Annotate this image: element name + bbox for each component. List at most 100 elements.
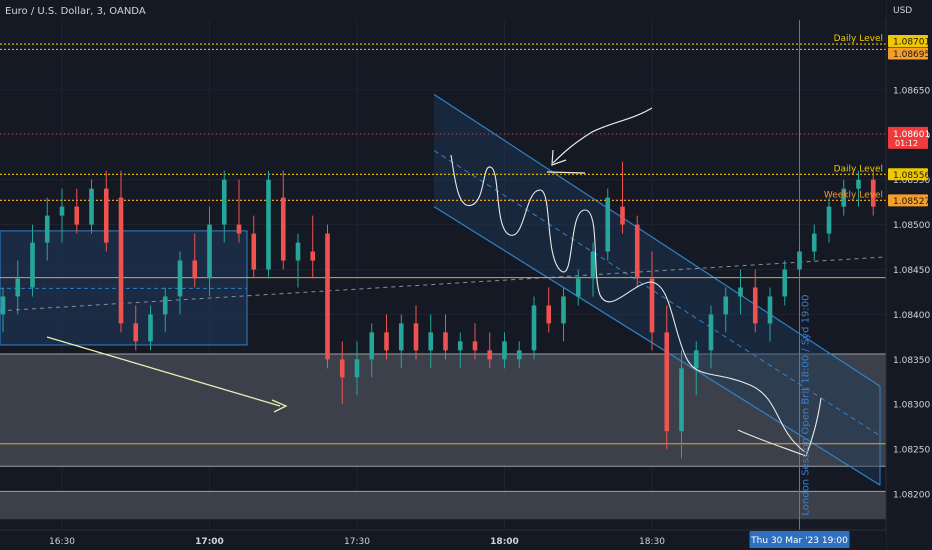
- candle-body: [752, 287, 758, 324]
- candle-body: [531, 305, 537, 351]
- candle-body: [384, 332, 389, 351]
- pointer-arrow-head: [551, 149, 567, 166]
- candle-body: [664, 332, 670, 432]
- lower-zone: [0, 491, 886, 520]
- candle-body: [0, 296, 6, 315]
- candle-body: [251, 233, 257, 270]
- level-price-tag-text: 1.08527: [893, 197, 930, 207]
- candle-body: [280, 197, 286, 261]
- arrow-head: [271, 399, 288, 413]
- candle-body: [708, 314, 714, 351]
- candle-body: [634, 224, 640, 279]
- arrow-line: [46, 336, 281, 407]
- time-tick-label: 18:00: [490, 537, 519, 547]
- chart-title: Euro / U.S. Dollar, 3, OANDA: [5, 6, 146, 17]
- candle-body: [207, 224, 212, 279]
- candle-body: [693, 350, 699, 369]
- candle-body: [472, 341, 478, 351]
- time-axis-background: [0, 530, 886, 550]
- price-tick-label: 1.08400: [893, 311, 930, 321]
- price-tick-label: 1.08450: [893, 266, 930, 276]
- level-price-tag: [888, 47, 928, 60]
- candle-body: [797, 251, 802, 270]
- candle-body: [354, 359, 360, 378]
- channel-midline: [433, 150, 881, 437]
- current-price-tag: [888, 126, 928, 149]
- price-tick-label: 1.08550: [893, 176, 930, 186]
- current-price-value: 1.08601: [893, 130, 930, 140]
- level-price-tag: [888, 194, 928, 207]
- channel-lower-line: [433, 206, 881, 486]
- price-tick-label: 1.08250: [893, 446, 930, 456]
- price-tick-label: 1.08350: [893, 356, 930, 366]
- candle-body: [74, 206, 80, 225]
- candle-body: [443, 332, 448, 351]
- candle-body: [605, 197, 611, 252]
- level-price-tag: [888, 35, 928, 48]
- candle-body: [148, 314, 153, 342]
- candle-body: [767, 296, 773, 324]
- pointer-underline: [546, 171, 586, 174]
- channel-upper-line: [433, 93, 881, 387]
- candle-body: [398, 323, 404, 351]
- candle-body: [133, 323, 139, 342]
- price-tick-label: 1.08650: [893, 86, 930, 96]
- projection-path: [450, 154, 806, 453]
- price-axis-background: [886, 0, 932, 550]
- price-tick-label: 1.08300: [893, 401, 930, 411]
- candle-body: [782, 269, 788, 297]
- time-tick-label: 16:30: [49, 537, 75, 547]
- channel-fill: [434, 94, 880, 486]
- candle-body: [15, 278, 21, 297]
- candle-body: [516, 350, 522, 360]
- level-label: Daily Level: [834, 164, 883, 174]
- crosshair-time-text: Thu 30 Mar '23 19:00: [750, 536, 848, 546]
- candle-body: [44, 215, 50, 243]
- candle-body: [103, 188, 109, 243]
- level-labels: 1.08701 Daily Level 1.08695 1.08556 Daily Le…: [824, 34, 931, 207]
- projection-target: [737, 397, 822, 457]
- candle-body: [826, 206, 832, 234]
- trend-line-dashed: [0, 256, 887, 312]
- pointer-arrow-line: [552, 107, 653, 164]
- level-label: Weekly Level: [824, 190, 883, 200]
- level-price-tag: [888, 168, 928, 181]
- candle-body: [546, 305, 552, 324]
- candle-body: [118, 197, 124, 324]
- candle-body: [428, 332, 434, 351]
- candle-body: [325, 233, 330, 360]
- candle-body: [502, 341, 507, 360]
- candle-body: [221, 179, 227, 225]
- currency-label: USD: [893, 6, 912, 16]
- candle-body: [870, 179, 876, 207]
- candle-body: [620, 206, 625, 225]
- price-tick-label: 1.08500: [893, 221, 930, 231]
- candle-body: [590, 251, 596, 279]
- candle-body: [487, 350, 493, 360]
- header-bar: [0, 0, 886, 20]
- session-label: London Session Open Brit 18:00 / Syd 19:…: [801, 295, 812, 516]
- candle-body: [295, 242, 301, 261]
- candle-body: [723, 296, 729, 315]
- current-price-countdown: 01:12: [895, 139, 918, 148]
- candle-body: [369, 332, 375, 360]
- level-label: Daily Level: [834, 34, 883, 44]
- time-axis[interactable]: 16:3017:0017:3018:0018:3019:3020:0020:30…: [49, 531, 932, 548]
- time-tick-label: 17:00: [195, 537, 224, 547]
- candle-body: [30, 242, 35, 288]
- time-tick-label: 18:30: [639, 537, 665, 547]
- candle-body: [561, 296, 566, 324]
- candle-body: [413, 323, 419, 351]
- candle-body: [738, 287, 743, 297]
- candle-body: [811, 233, 817, 252]
- demand-zone: [0, 353, 886, 467]
- candle-body: [457, 341, 463, 351]
- zones: [0, 93, 887, 520]
- candle-body: [339, 359, 345, 378]
- candle-body: [310, 251, 316, 261]
- candle-body: [177, 260, 183, 297]
- level-price-tag-text: 1.08695: [893, 50, 930, 60]
- candle-body: [59, 206, 65, 216]
- candle-body: [266, 179, 271, 270]
